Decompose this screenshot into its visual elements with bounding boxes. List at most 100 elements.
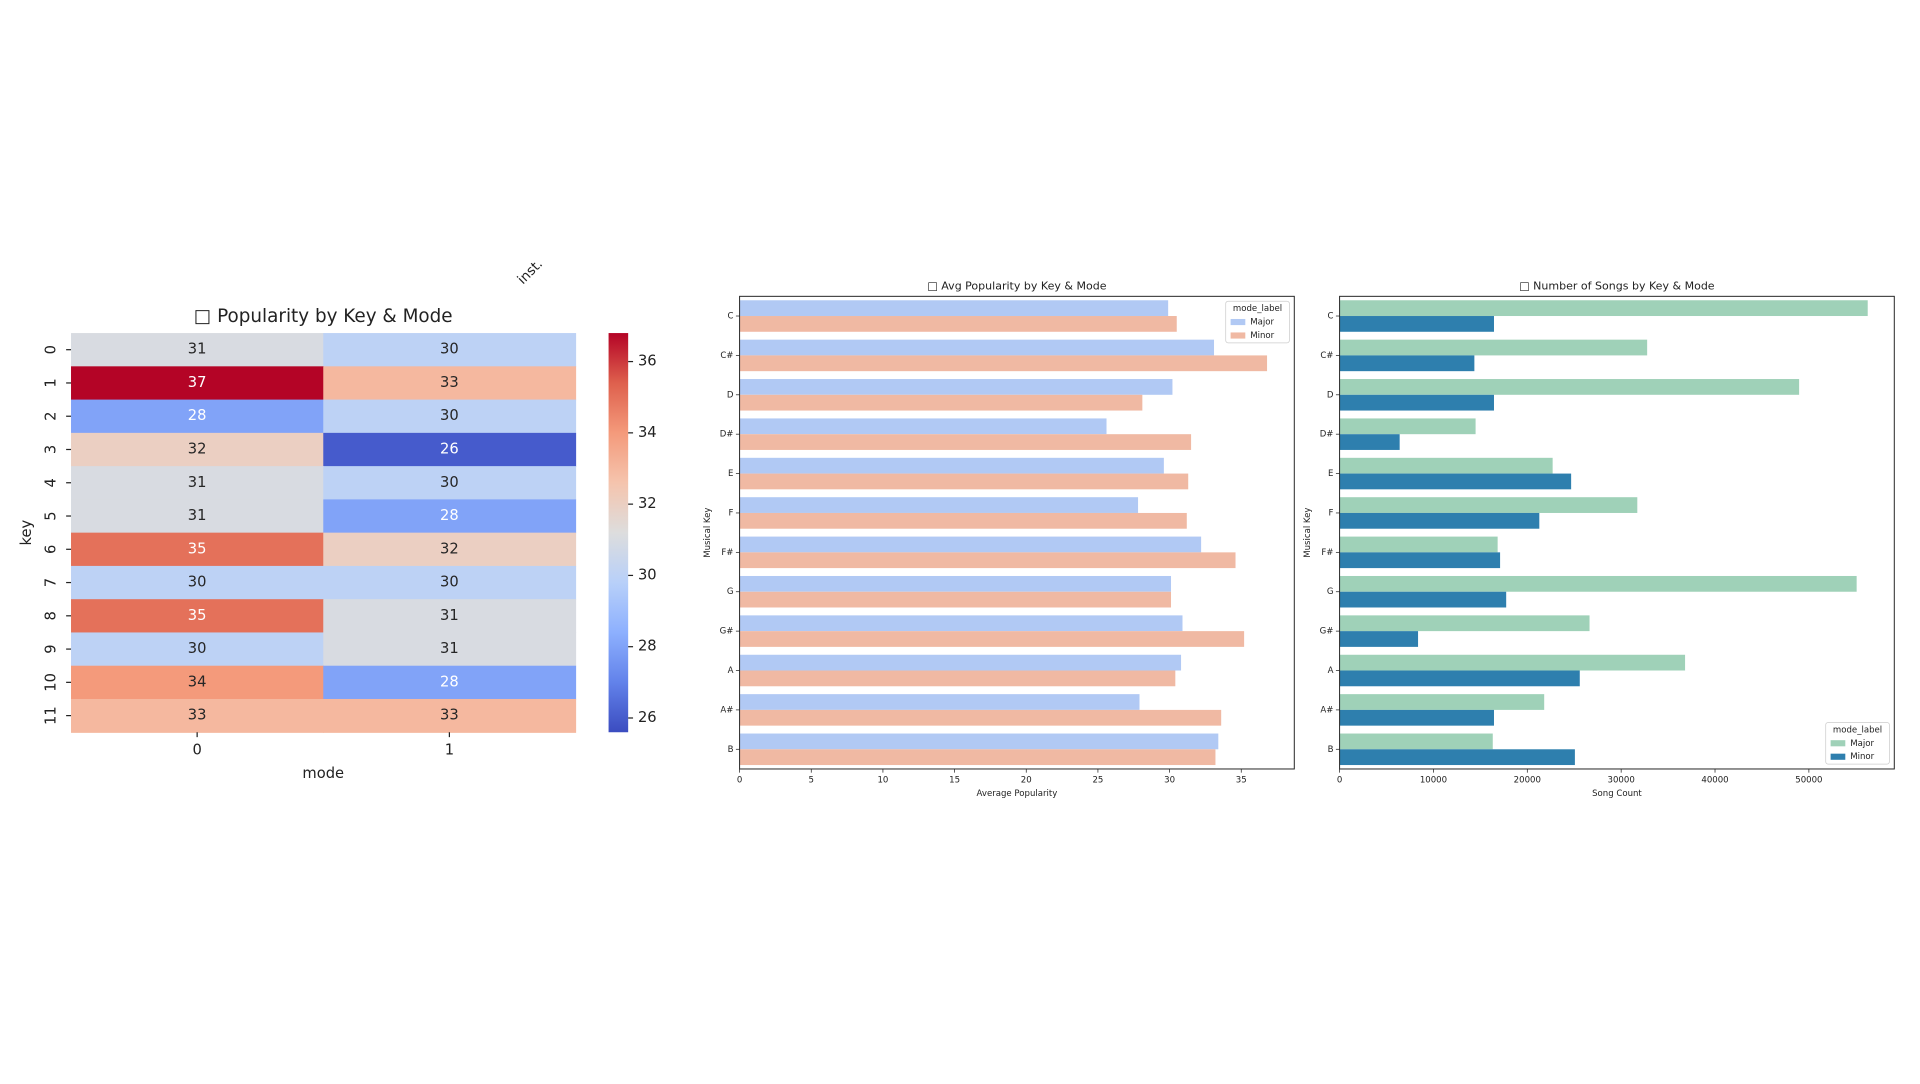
x-tick-label: 20 (1021, 776, 1032, 786)
bar (1339, 749, 1575, 766)
y-tick-label: C# (720, 351, 733, 361)
y-axis-label: Musical Key (1303, 508, 1313, 558)
bar (1339, 694, 1545, 710)
y-tick-label: 8 (42, 611, 59, 620)
legend-swatch (1830, 753, 1846, 760)
x-tick-label: 30 (1164, 776, 1175, 786)
heat-cell (323, 665, 577, 700)
cell-label: 28 (440, 673, 459, 690)
x-tick-label: 25 (1092, 776, 1103, 786)
bar (1339, 575, 1857, 592)
x-axis-label: Song Count (1592, 789, 1642, 799)
y-tick-label: F (1329, 508, 1334, 518)
heat-cell (71, 698, 324, 733)
heat-cell (323, 698, 577, 733)
heat-cell (71, 532, 324, 567)
y-tick-label: F (729, 508, 734, 518)
bar (739, 339, 1215, 356)
heat-cell (71, 632, 324, 667)
y-tick-label: B (728, 745, 734, 755)
bar (1339, 670, 1580, 687)
bar (1339, 631, 1419, 647)
legend-title: mode_label (1833, 725, 1882, 735)
y-tick-label: G# (1320, 627, 1334, 637)
y-tick-label: 6 (42, 545, 59, 554)
bar (1339, 497, 1638, 513)
heat-cell (71, 499, 324, 534)
bar (739, 749, 1216, 766)
legend-title: mode_label (1233, 304, 1282, 314)
colorbar-tick-label: 28 (638, 638, 657, 655)
chart-title: □ Number of Songs by Key & Mode (1519, 280, 1715, 293)
cell-label: 31 (188, 341, 207, 358)
bar (1339, 355, 1475, 372)
y-tick-label: G (1327, 587, 1334, 597)
bar (1339, 615, 1590, 632)
y-tick-label: 7 (42, 578, 59, 587)
bar (739, 473, 1189, 490)
bar (1339, 512, 1540, 529)
bar (739, 631, 1245, 647)
x-tick-label: 30000 (1608, 776, 1635, 786)
cell-label: 31 (440, 607, 459, 624)
cell-label: 31 (440, 640, 459, 657)
y-tick-label: D# (1320, 430, 1334, 440)
bar (1339, 733, 1493, 750)
colorbar-tick-label: 32 (638, 495, 657, 512)
bar (739, 552, 1236, 569)
cell-label: 30 (440, 407, 459, 424)
y-tick-label: D# (720, 430, 734, 440)
cell-label: 28 (440, 507, 459, 524)
y-tick-label: 11 (42, 706, 59, 725)
heat-cell (71, 399, 324, 434)
cell-label: 30 (440, 474, 459, 491)
x-tick-label: 1 (445, 742, 454, 759)
y-tick-label: A (728, 666, 734, 676)
heat-cell (71, 333, 324, 367)
y-axis-label: key (18, 519, 35, 545)
heat-cell (323, 432, 577, 467)
bar (1339, 473, 1572, 490)
chart-title: □ Avg Popularity by Key & Mode (927, 280, 1106, 293)
heat-cell (323, 333, 577, 367)
y-axis-label: Musical Key (703, 508, 713, 558)
colorbar-tick-label: 30 (638, 566, 657, 583)
cell-label: 33 (440, 374, 459, 391)
bar (1339, 654, 1686, 671)
legend-swatch (1230, 332, 1246, 339)
cell-label: 35 (188, 607, 207, 624)
x-axis-label: Average Popularity (977, 789, 1058, 799)
bar (1339, 552, 1501, 569)
x-tick-label: 10000 (1420, 776, 1447, 786)
y-tick-label: E (1328, 469, 1333, 479)
y-tick-label: B (1328, 745, 1334, 755)
y-tick-label: A (1328, 666, 1334, 676)
heat-cell (71, 366, 324, 401)
bar (739, 355, 1268, 372)
y-tick-label: D (727, 390, 734, 400)
cell-label: 33 (188, 707, 207, 724)
y-tick-label: E (728, 469, 733, 479)
y-tick-label: F# (1321, 548, 1333, 558)
bar (739, 709, 1222, 726)
y-tick-label: 10 (42, 673, 59, 692)
y-tick-label: G# (720, 627, 734, 637)
bar (739, 418, 1107, 435)
bar (1339, 300, 1868, 317)
legend-label: Minor (1250, 331, 1274, 341)
y-tick-label: 0 (42, 345, 59, 354)
heat-cell (71, 599, 324, 634)
bar (1339, 379, 1800, 395)
x-tick-label: 0 (192, 742, 201, 759)
x-tick-label: 15 (949, 776, 960, 786)
x-tick-label: 50000 (1795, 776, 1822, 786)
heat-cell (323, 599, 577, 634)
heat-cell (71, 432, 324, 467)
y-tick-label: C (727, 312, 733, 322)
bar (739, 434, 1192, 450)
y-tick-label: 4 (42, 478, 59, 487)
bar (739, 615, 1183, 632)
plot-frame (1339, 295, 1895, 770)
heat-cell (323, 565, 577, 600)
y-tick-label: 5 (42, 511, 59, 520)
